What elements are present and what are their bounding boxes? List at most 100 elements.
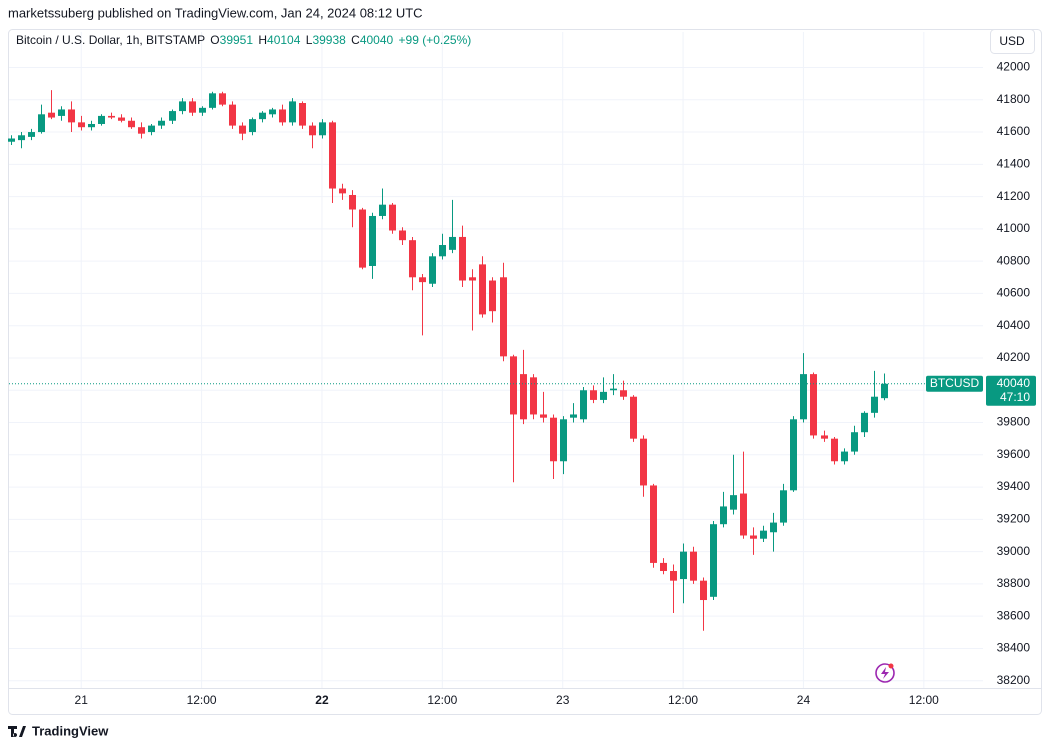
candle-body xyxy=(429,256,436,284)
y-tick-label: 41000 xyxy=(997,221,1031,235)
candle-body xyxy=(790,419,797,491)
y-tick-label: 39000 xyxy=(997,544,1031,558)
y-tick-label: 40200 xyxy=(997,350,1031,364)
brand: TradingView xyxy=(32,723,109,738)
y-tick-label: 39400 xyxy=(997,479,1031,493)
candle-body xyxy=(690,551,697,581)
candle-body xyxy=(540,414,547,418)
change: +99 (+0.25%) xyxy=(399,33,472,47)
symbol-tag xyxy=(926,375,983,392)
y-tick-label: 42000 xyxy=(997,60,1031,74)
candle-body xyxy=(881,383,888,399)
candle-body xyxy=(530,377,537,415)
y-tick-label: 38600 xyxy=(997,608,1031,622)
candle-body xyxy=(570,414,577,418)
low-value: 39938 xyxy=(312,33,346,47)
candle-body xyxy=(861,412,868,433)
candle-body xyxy=(469,277,476,281)
candle-body xyxy=(760,530,767,539)
candle-body xyxy=(369,215,376,266)
candle-body xyxy=(359,209,366,268)
candle-body xyxy=(640,438,647,486)
candle-body xyxy=(148,125,155,133)
candle-body xyxy=(831,438,838,462)
y-tick-label: 41800 xyxy=(997,92,1031,106)
candle-body xyxy=(680,551,687,580)
candle-body xyxy=(18,135,25,141)
candle-body xyxy=(851,432,858,452)
candle-body xyxy=(821,435,828,439)
low-label: L xyxy=(306,33,313,47)
brand-logo xyxy=(8,726,26,737)
candle-body xyxy=(339,188,346,194)
y-tick-label: 40400 xyxy=(997,318,1031,332)
candle-body xyxy=(138,127,145,134)
currency-button[interactable] xyxy=(990,29,1035,54)
candle-body xyxy=(38,114,45,133)
candle-body xyxy=(118,117,125,121)
candle-body xyxy=(770,522,777,533)
candle-body xyxy=(590,390,597,400)
candle-body xyxy=(520,374,527,420)
candle-body xyxy=(459,236,466,281)
symbol-tag-label: BTCUSD xyxy=(930,376,980,390)
candle-body xyxy=(800,374,807,420)
y-tick-label: 38400 xyxy=(997,641,1031,655)
candle-body xyxy=(279,109,286,123)
x-tick-label: 21 xyxy=(75,693,89,707)
currency-label[interactable]: USD xyxy=(999,34,1025,48)
y-tick-label: 41200 xyxy=(997,189,1031,203)
candle-body xyxy=(610,388,617,391)
y-tick-label: 38800 xyxy=(997,576,1031,590)
x-tick-label: 12:00 xyxy=(909,693,939,707)
candle-body xyxy=(419,277,426,283)
candle-body xyxy=(189,101,196,113)
candle-body xyxy=(780,490,787,523)
candle-body xyxy=(259,112,266,120)
candle-body xyxy=(630,396,637,439)
candle-body xyxy=(720,506,727,525)
y-tick-label: 39600 xyxy=(997,447,1031,461)
candle-body xyxy=(379,204,386,216)
candle-body xyxy=(158,120,165,126)
candle-body xyxy=(449,236,456,250)
price-tag-countdown: 47:10 xyxy=(1000,390,1030,404)
lightning-icon[interactable] xyxy=(875,663,895,683)
legend: Bitcoin / U.S. Dollar, 1h, BITSTAMP O399… xyxy=(16,33,471,47)
open-value: 39951 xyxy=(220,33,254,47)
candle-body xyxy=(48,112,55,118)
y-tick-label: 39800 xyxy=(997,415,1031,429)
x-tick-label: 23 xyxy=(556,693,570,707)
x-tick-label: 22 xyxy=(315,693,329,707)
candle-body xyxy=(269,109,276,115)
candle-body xyxy=(319,122,326,136)
candle-body xyxy=(349,194,356,210)
candle-body xyxy=(169,111,176,121)
candle-body xyxy=(479,264,486,315)
candle-body xyxy=(710,524,717,597)
x-tick-label: 12:00 xyxy=(668,693,698,707)
candle-body xyxy=(841,451,848,462)
price-tag xyxy=(986,375,1036,406)
candle-body xyxy=(409,240,416,278)
candle-body xyxy=(78,122,85,128)
y-tick-label: 38200 xyxy=(997,673,1031,687)
price-tag-value: 40040 xyxy=(997,376,1031,390)
candle-body xyxy=(620,390,627,397)
candle-body xyxy=(108,115,115,118)
candle-body xyxy=(299,103,306,126)
y-tick-label: 40800 xyxy=(997,253,1031,267)
candle-body xyxy=(58,109,65,116)
published-note: marketssuberg published on TradingView.c… xyxy=(8,5,423,20)
candle-body xyxy=(730,495,737,510)
candle-body xyxy=(580,390,587,420)
candle-body xyxy=(810,374,817,436)
candle-body xyxy=(219,93,226,105)
candle-body xyxy=(98,115,105,124)
candle-body xyxy=(68,109,75,123)
candle-body xyxy=(8,138,15,142)
candle-body xyxy=(560,419,567,462)
candle-body xyxy=(700,580,707,601)
chart-frame xyxy=(8,29,1042,715)
